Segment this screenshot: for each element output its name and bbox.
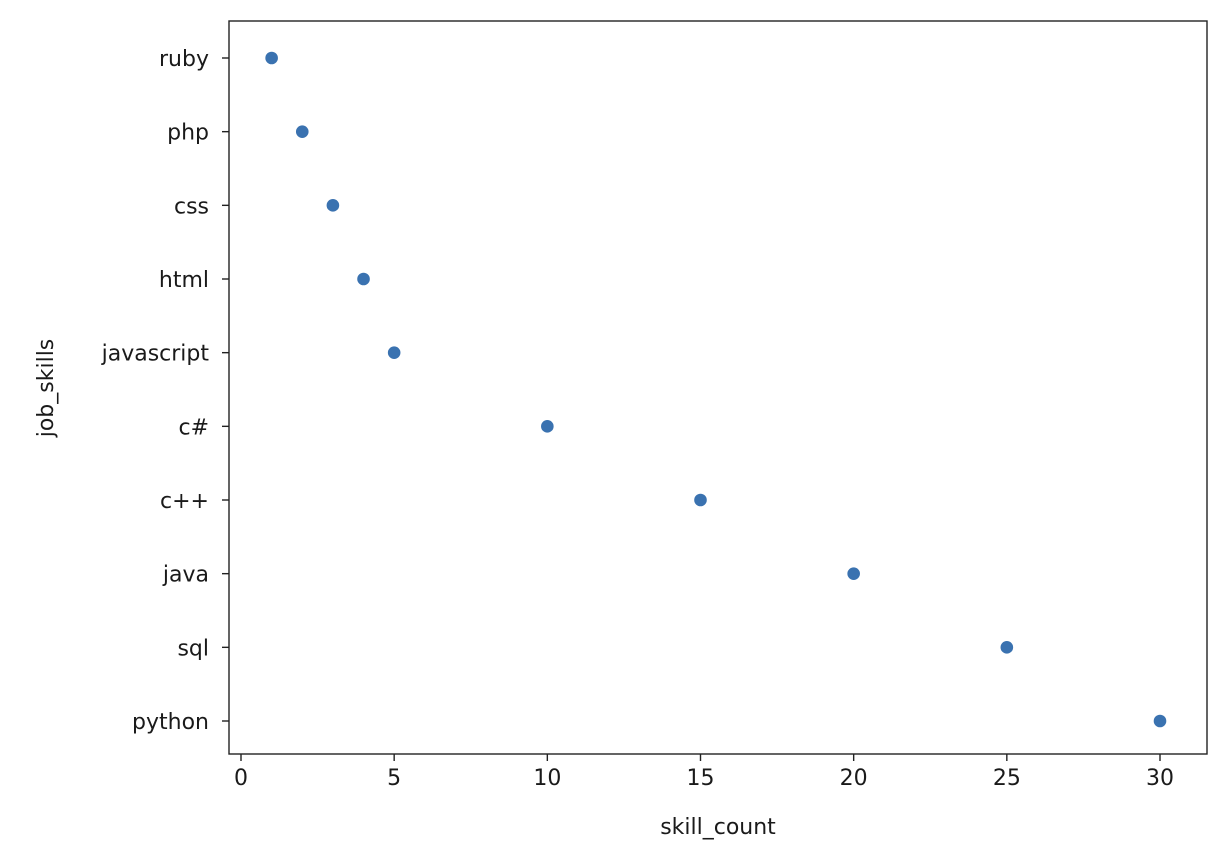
y-tick-label: ruby — [159, 47, 209, 72]
y-tick-label: php — [167, 121, 209, 146]
y-tick-label: c++ — [160, 489, 209, 514]
data-point — [846, 566, 861, 581]
data-point — [294, 124, 310, 139]
x-tick-label: 25 — [993, 766, 1021, 791]
data-point — [356, 271, 371, 287]
x-tick-label: 5 — [387, 766, 401, 791]
data-point — [1152, 713, 1168, 729]
x-axis-label: skill_count — [660, 815, 776, 840]
y-tick-label: html — [159, 268, 209, 293]
x-tick-label: 30 — [1146, 766, 1174, 791]
data-point — [386, 345, 402, 360]
x-tick-label: 0 — [234, 766, 248, 791]
x-tick-label: 20 — [840, 766, 868, 791]
data-point — [999, 640, 1015, 655]
y-tick-label: javascript — [101, 342, 210, 367]
x-tick-label: 15 — [687, 766, 715, 791]
x-tick-label: 10 — [533, 766, 561, 791]
y-tick-label: java — [162, 563, 209, 588]
y-axis-label: job_skills — [34, 339, 59, 439]
x-axis-ticks: 0 5 10 15 20 25 30 — [234, 754, 1174, 791]
y-tick-label: python — [132, 710, 209, 735]
data-point — [540, 419, 555, 434]
y-tick-label: css — [174, 194, 209, 219]
y-tick-label: c# — [178, 415, 209, 440]
data-point — [264, 50, 279, 66]
plot-area-frame — [228, 20, 1208, 755]
data-point — [325, 198, 341, 213]
data-points — [264, 50, 1168, 729]
data-point — [693, 492, 708, 508]
y-tick-label: sql — [177, 636, 209, 661]
y-axis-ticks: ruby php css html javascript c# c++ java sql pyth… — [101, 47, 229, 735]
